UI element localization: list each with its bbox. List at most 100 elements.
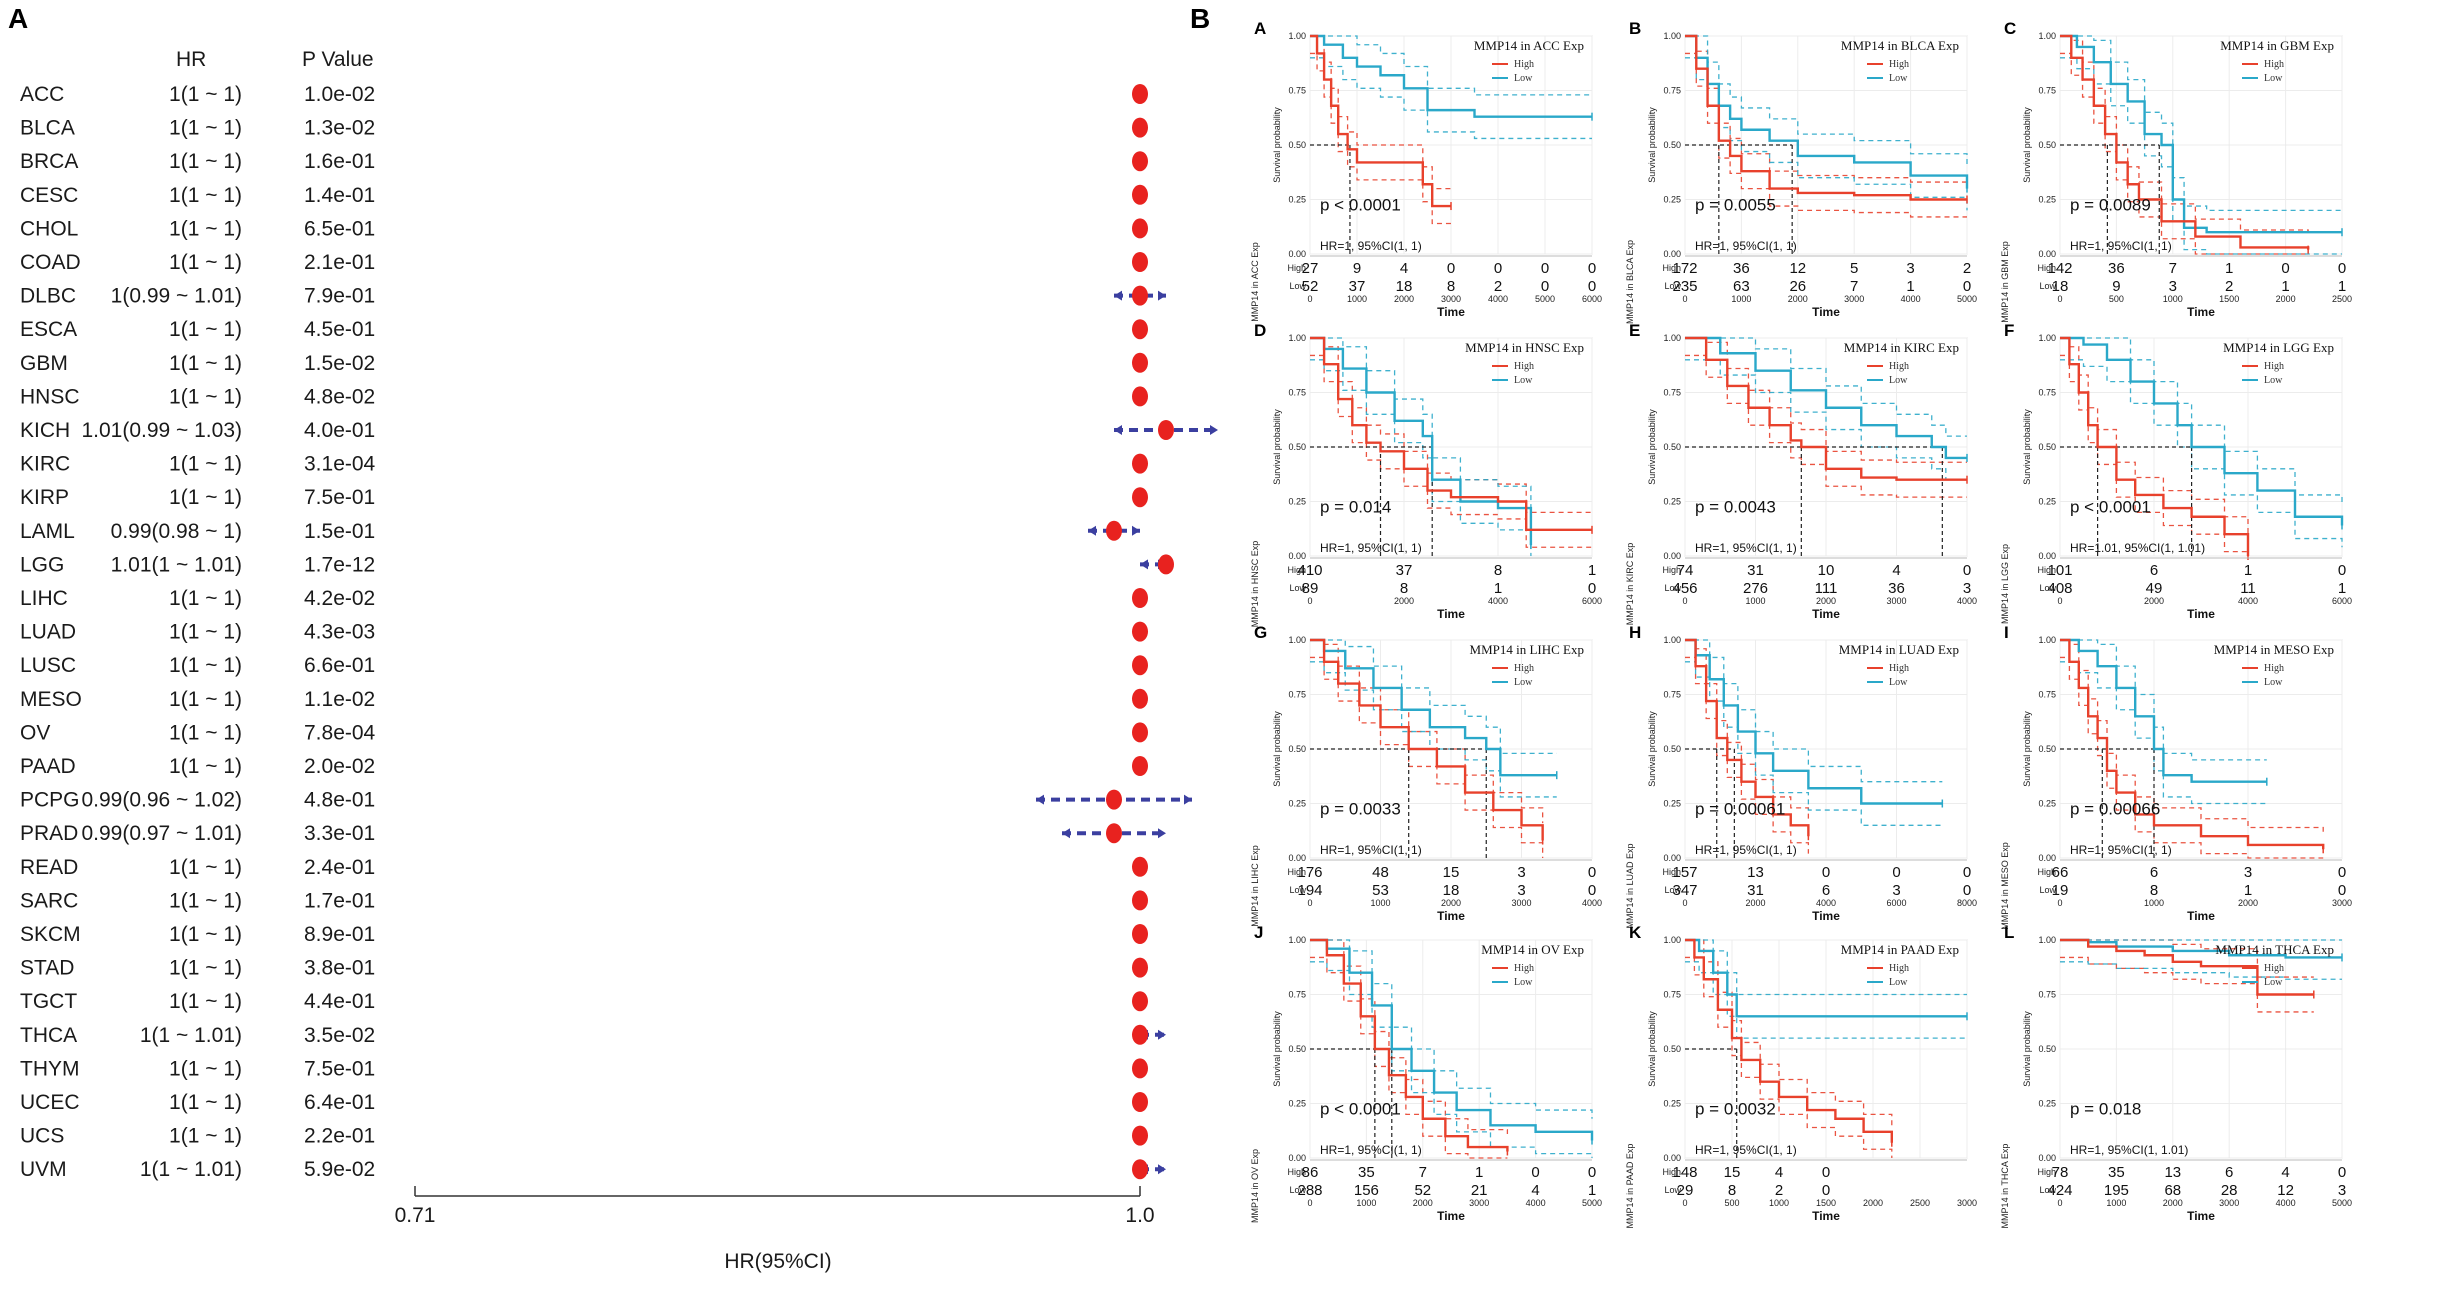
x-tick-label: 8000 [1957,898,1977,908]
x-tick-label: 1.0 [1125,1204,1154,1227]
x-tick-label: 1500 [2219,294,2239,304]
p-value: 2.0e-02 [304,755,375,778]
x-tick-label: 4000 [1488,294,1508,304]
x-tick-label: 1000 [2163,294,2183,304]
y-tick-label: 0.50 [1288,140,1306,150]
legend-high-label: High [2264,663,2284,674]
p-value: 7.9e-01 [304,285,375,308]
hr-point [1132,319,1148,340]
risk-low-count: 7 [1850,278,1858,295]
risk-high-count: 0 [1588,864,1596,881]
risk-low-count: 18 [2052,278,2069,295]
legend-high-label: High [1889,663,1909,674]
x-axis-label: Time [1812,607,1840,621]
legend-low-label: Low [1514,73,1533,84]
risk-axis-label: MMP14 in OV Exp [1250,1149,1260,1223]
risk-high-count: 48 [1372,864,1389,881]
legend-low-label: Low [2264,73,2283,84]
hr-text: 1(1 ~ 1) [169,385,242,408]
hr-point [1132,487,1148,508]
cancer-label: UCEC [20,1091,80,1114]
ci-arrow-left [1114,425,1122,435]
y-axis-label: Survival probability [1647,1011,1657,1087]
risk-low-label: Low [1289,281,1306,291]
km-title: MMP14 in LIHC Exp [1470,642,1584,657]
risk-high-count: 6 [2150,864,2158,881]
risk-high-count: 27 [1302,260,1319,277]
risk-low-count: 3 [2169,278,2177,295]
risk-low-label: Low [1289,1185,1306,1195]
y-axis-label: Survival probability [2022,409,2032,485]
hr-text: 0.99(0.96 ~ 1.02) [81,789,242,812]
x-axis-label: HR(95%CI) [724,1250,831,1273]
y-tick-label: 0.75 [1288,86,1306,96]
risk-high-count: 0 [1822,864,1830,881]
hr-point [1132,1024,1148,1045]
p-value: 4.3e-03 [304,621,375,644]
p-value: 3.3e-01 [304,822,375,845]
y-tick-label: 0.75 [1663,86,1681,96]
cancer-label: LUSC [20,654,76,677]
low-ci-upper [1685,939,1967,996]
risk-low-count: 0 [1588,580,1596,597]
hr-point [1132,218,1148,239]
p-value: 4.4e-01 [304,990,375,1013]
p-value-text: p = 0.018 [2070,1099,2141,1118]
hr-point [1132,991,1148,1012]
y-tick-label: 0.75 [2038,86,2056,96]
km-title: MMP14 in GBM Exp [2220,38,2334,53]
hr-text: 1(1 ~ 1) [169,318,242,341]
x-tick-label: 500 [2109,294,2124,304]
p-value: 2.2e-01 [304,1125,375,1148]
x-tick-label: 3000 [1511,898,1531,908]
y-axis-label: Survival probability [1272,711,1282,787]
hr-point [1106,823,1122,844]
ci-arrow-left [1062,828,1070,839]
hr-text: 1(1 ~ 1) [169,721,242,744]
hr-point [1132,386,1148,407]
low-ci-upper [1310,939,1593,1119]
risk-low-count: 408 [2047,580,2072,597]
low-ci-lower [2060,961,2342,980]
hr-text: 1(1 ~ 1) [169,856,242,879]
hr-point [1132,688,1148,709]
x-tick-label: 0 [1307,898,1312,908]
legend-low-label: Low [1889,375,1908,386]
high-survival-curve [1685,34,1967,201]
y-tick-label: 1.00 [1663,935,1681,945]
hr-text: HR=1, 95%CI(1, 1) [1695,843,1797,857]
ci-arrow-right [1132,525,1140,536]
risk-low-count: 68 [2164,1182,2181,1199]
x-tick-label: 6000 [1582,596,1602,606]
cancer-label: DLBC [20,285,76,308]
forest-plot: HR P Value ACC 1(1 ~ 1) 1.0e-02 BLCA 1(1 ~ 1) 1… [20,48,1218,1273]
y-tick-label: 0.50 [1288,442,1306,452]
risk-low-count: 194 [1297,882,1322,899]
p-value: 1.5e-01 [304,520,375,543]
risk-low-count: 11 [2240,580,2256,597]
legend-high-label: High [1889,59,1909,70]
hr-point [1132,84,1148,104]
x-tick-label: 3000 [1469,1198,1489,1208]
p-value-text: p = 0.00066 [2070,799,2160,818]
y-tick-label: 0.25 [1663,497,1681,507]
high-survival-curve [1685,336,1967,481]
risk-high-label: High [1662,867,1681,877]
cancer-label: OV [20,721,50,744]
risk-low-count: 0 [1822,1182,1830,1199]
risk-low-count: 89 [1302,580,1319,597]
cancer-label: GBM [20,352,68,375]
p-value: 1.7e-01 [304,889,375,912]
high-ci-upper [1685,639,1810,819]
y-tick-label: 0.00 [1288,853,1306,863]
x-tick-label: 0 [2057,294,2062,304]
hr-text: 1(1 ~ 1) [169,587,242,610]
y-tick-label: 0.25 [1288,195,1306,205]
x-tick-label: 1500 [1816,1198,1836,1208]
hr-point [1132,957,1148,978]
risk-axis-label: MMP14 in PAAD Exp [1625,1144,1635,1229]
km-title: MMP14 in LUAD Exp [1839,642,1959,657]
high-ci-lower [1685,52,1967,218]
risk-high-count: 12 [1789,260,1806,277]
x-tick-label: 3000 [1886,596,1906,606]
